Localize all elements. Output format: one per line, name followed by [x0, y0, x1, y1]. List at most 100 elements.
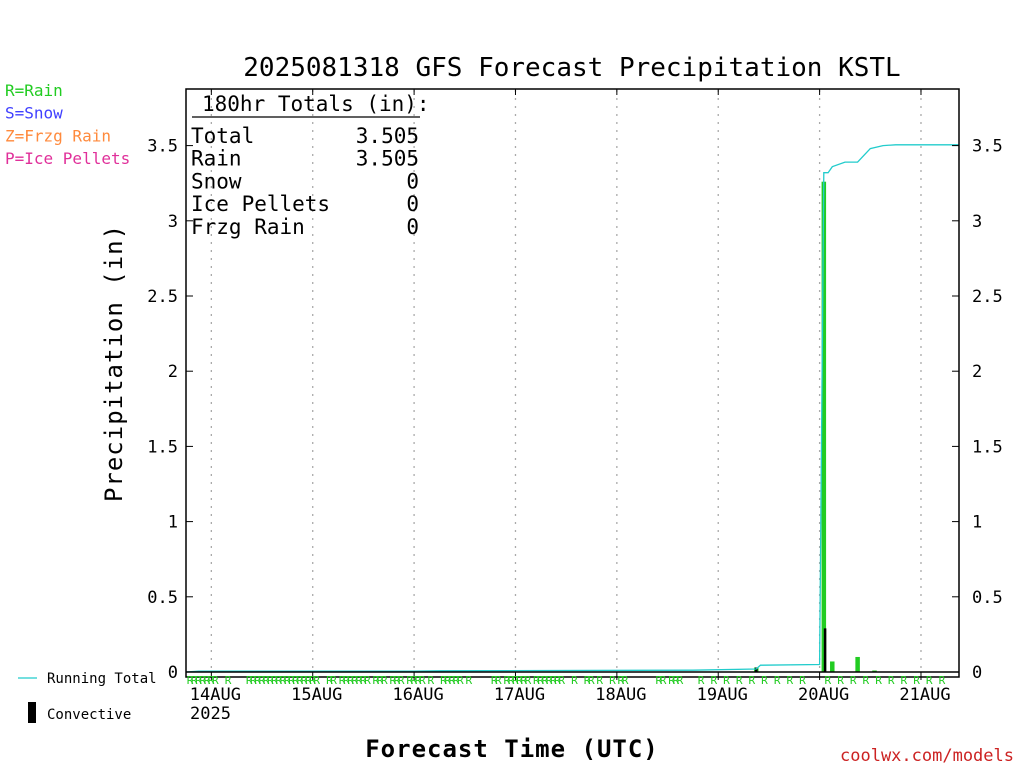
- totals-row-label: Total: [191, 124, 254, 148]
- y-axis-label: Precipitation (in): [100, 224, 128, 502]
- rain-marker: R: [284, 674, 291, 687]
- x-tick-label: 20AUG: [798, 685, 849, 705]
- rain-marker: R: [863, 674, 870, 687]
- rain-marker: R: [516, 674, 523, 687]
- x-tick-label: 14AUG: [190, 685, 241, 705]
- y-tick-label: 3: [972, 212, 982, 232]
- rain-marker: R: [588, 674, 595, 687]
- year-label: 2025: [190, 704, 231, 724]
- totals-row-label: Frzg Rain: [191, 215, 305, 239]
- line-layer: [185, 144, 959, 673]
- running-total-line: [185, 144, 959, 673]
- rain-marker: R: [212, 674, 219, 687]
- rain-marker: R: [888, 674, 895, 687]
- rain-marker: R: [449, 674, 456, 687]
- totals-row-value: 0: [406, 192, 419, 216]
- rain-marker: R: [360, 674, 367, 687]
- rain-marker: R: [356, 674, 363, 687]
- bottom-legend: Running Total Convective: [18, 671, 157, 723]
- rain-marker: R: [351, 674, 358, 687]
- rain-marker: R: [377, 674, 384, 687]
- rain-marker: R: [288, 674, 295, 687]
- rain-marker: R: [364, 674, 371, 687]
- rain-bar: [872, 670, 877, 672]
- rain-bar: [855, 656, 860, 672]
- vertical-grid: [210, 90, 922, 671]
- rain-marker: R: [609, 674, 616, 687]
- y-tick-label: 0.5: [972, 588, 1003, 608]
- rain-marker: R: [875, 674, 882, 687]
- y-tick-label: 0: [972, 663, 982, 683]
- rain-marker: R: [297, 674, 304, 687]
- totals-row-value: 3.505: [356, 124, 419, 148]
- rain-marker: R: [596, 674, 603, 687]
- rain-marker: R: [440, 674, 447, 687]
- totals-row-label: Rain: [191, 147, 242, 171]
- rain-marker: R: [250, 674, 257, 687]
- totals-row-value: 3.505: [356, 147, 419, 171]
- rain-marker: R: [723, 674, 730, 687]
- rain-marker: R: [495, 674, 502, 687]
- rain-marker: R: [419, 674, 426, 687]
- rain-marker: R: [761, 674, 768, 687]
- rain-marker: R: [512, 674, 519, 687]
- rain-marker: R: [939, 674, 946, 687]
- rain-marker: R: [668, 674, 675, 687]
- y-tick-label: 2.5: [972, 287, 1003, 307]
- rain-marker: R: [453, 674, 460, 687]
- y-tick-label: 2.5: [147, 287, 178, 307]
- running-total-legend-label: Running Total: [47, 671, 157, 687]
- rain-marker: R: [457, 674, 464, 687]
- rain-marker: R: [305, 674, 312, 687]
- convective-bar: [754, 667, 758, 672]
- rain-marker: R: [542, 674, 549, 687]
- x-axis-label: Forecast Time (UTC): [365, 735, 659, 763]
- rain-marker: R: [677, 674, 684, 687]
- rain-marker: R: [571, 674, 578, 687]
- rain-marker: R: [533, 674, 540, 687]
- rain-marker: R: [347, 674, 354, 687]
- rain-marker: R: [406, 674, 413, 687]
- totals-rows: Total 3.505 Rain 3.505 Snow 0 Ice Pellets 0 Frzg…: [191, 124, 419, 239]
- rain-marker: R: [313, 674, 320, 687]
- x-tick-label: 17AUG: [494, 685, 545, 705]
- totals-row-label: Snow: [191, 169, 242, 193]
- rain-marker: R: [187, 674, 194, 687]
- rain-marker: R: [787, 674, 794, 687]
- rain-marker: R: [503, 674, 510, 687]
- source-credit: coolwx.com/models: [840, 746, 1014, 766]
- rain-marker: R: [850, 674, 857, 687]
- rain-marker: R: [381, 674, 388, 687]
- rain-marker: R: [373, 674, 380, 687]
- x-tick-label: 21AUG: [899, 685, 950, 705]
- rain-marker: R: [825, 674, 832, 687]
- y-tick-label: 1: [168, 513, 178, 533]
- rain-marker: R: [309, 674, 316, 687]
- rain-marker: R: [339, 674, 346, 687]
- y-tick-label: 2: [972, 362, 982, 382]
- rain-marker: R: [271, 674, 278, 687]
- rain-marker: R: [550, 674, 557, 687]
- y-tick-label: 1.5: [972, 437, 1003, 457]
- rain-marker: R: [398, 674, 405, 687]
- rain-marker: R: [415, 674, 422, 687]
- rain-marker: R: [204, 674, 211, 687]
- plot-frame: [185, 88, 960, 678]
- rain-marker: R: [520, 674, 527, 687]
- x-tick-label: 18AUG: [595, 685, 646, 705]
- type-legend-item: P=Ice Pellets: [5, 149, 130, 168]
- rain-marker: R: [280, 674, 287, 687]
- rain-marker: R: [837, 674, 844, 687]
- rain-marker: R: [525, 674, 532, 687]
- rain-marker: R: [199, 674, 206, 687]
- convective-legend-label: Convective: [47, 707, 131, 723]
- rain-marker: R: [411, 674, 418, 687]
- totals-box: 180hr Totals (in): Total 3.505 Rain 3.505 Sn…: [191, 92, 430, 239]
- type-legend-item: Z=Frzg Rain: [5, 126, 111, 145]
- rain-marker: R: [558, 674, 565, 687]
- y-axis-left: 0 0.5 1 1.5 2 2.5 3 3.5: [147, 137, 193, 683]
- x-axis: 14AUG 15AUG 16AUG 17AUG 18AUG 19AUG 20AUG 21AUG: [190, 89, 951, 705]
- rain-marker: R: [444, 674, 451, 687]
- rain-marker: R: [537, 674, 544, 687]
